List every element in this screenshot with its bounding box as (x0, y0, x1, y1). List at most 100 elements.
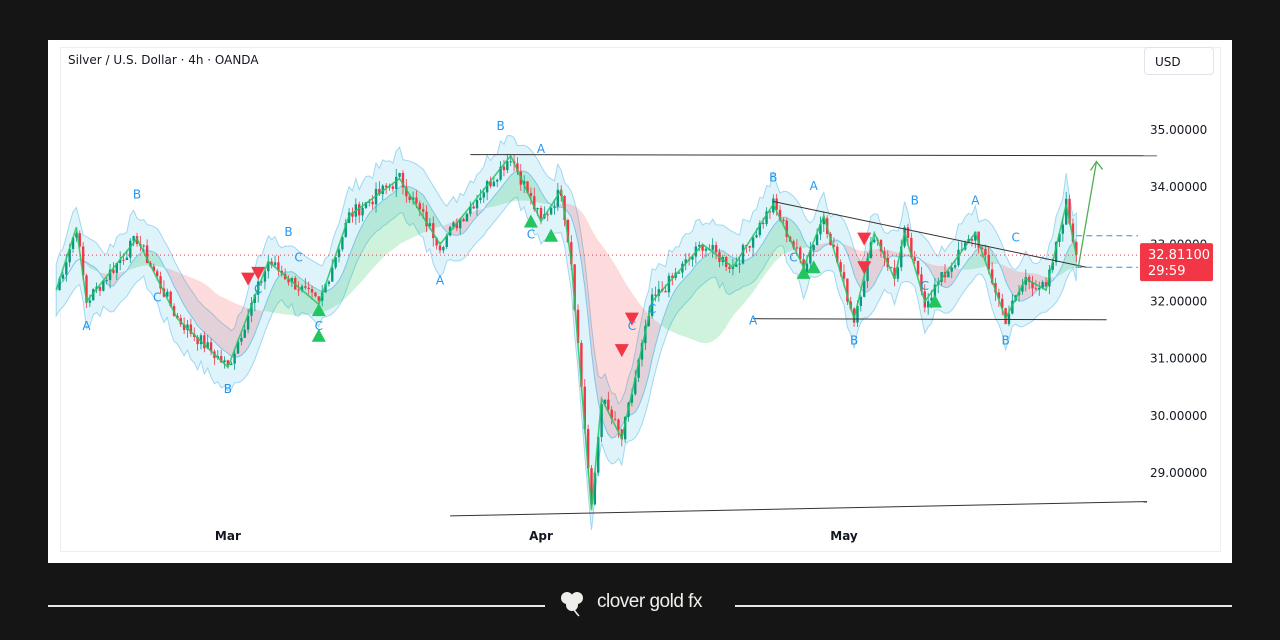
trend-cloud-segment (965, 259, 969, 270)
candle (401, 170, 405, 195)
trend-cloud-segment (1062, 254, 1067, 274)
candle (846, 278, 849, 306)
candle (1007, 305, 1011, 327)
candle (108, 263, 112, 289)
trend-cloud-segment (251, 308, 255, 342)
candle-body (459, 219, 462, 229)
candle-body (428, 223, 432, 227)
candle-body (182, 324, 186, 331)
candle (785, 218, 788, 243)
candle-body (108, 269, 112, 281)
trend-cloud-segment (359, 224, 363, 285)
candle-body (98, 286, 102, 291)
sell-signal-icon (857, 261, 872, 275)
candle-body (684, 259, 687, 264)
trend-cloud-segment (1008, 267, 1013, 294)
trend-cloud-segment (352, 238, 356, 292)
candle-body (1058, 233, 1061, 242)
candle-body (896, 267, 900, 279)
candle-body (617, 419, 620, 430)
candle-body (331, 267, 334, 282)
candle-body (92, 289, 95, 301)
trend-cloud-segment (342, 265, 346, 302)
candle-body (916, 260, 920, 275)
candle-body (199, 335, 203, 345)
candle-body (496, 179, 499, 182)
currency-button[interactable]: USD (1144, 47, 1214, 75)
trend-cloud-segment (487, 200, 491, 208)
candle-body (711, 244, 714, 250)
wave-label: C (921, 279, 929, 293)
trend-cloud-segment (436, 217, 440, 228)
candle-body (455, 222, 459, 229)
candle-body (465, 213, 469, 222)
candle-body (482, 192, 485, 198)
candle-body (1071, 223, 1075, 242)
trend-cloud-segment (137, 253, 141, 268)
candle-body (714, 244, 718, 253)
trend-cloud-segment (365, 213, 370, 277)
candle-body (590, 468, 593, 505)
candle (485, 179, 489, 201)
trend-cloud-segment (507, 175, 511, 203)
candle-body (317, 296, 320, 301)
candle (812, 244, 815, 257)
candle (395, 168, 398, 198)
trend-cloud-segment (850, 246, 855, 275)
candle-body (974, 231, 977, 241)
trend-cloud-segment (187, 276, 191, 316)
candle-body (832, 244, 836, 247)
candle (701, 243, 704, 258)
trend-cloud-segment (153, 252, 158, 267)
candle-body (223, 360, 226, 363)
candle-body (691, 256, 694, 260)
candle-body (866, 258, 869, 282)
candle-body (623, 416, 627, 440)
wave-label: C (315, 319, 323, 333)
candle-body (950, 267, 953, 272)
candle-body (1038, 288, 1041, 290)
candle (947, 270, 950, 278)
candle (684, 253, 687, 271)
trend-cloud-segment (739, 260, 743, 309)
candle-body (1031, 282, 1034, 289)
candle (428, 218, 432, 227)
candle (304, 278, 307, 290)
chart-panel: B C A B C C B C A B A C C C A B A C B B C A C B 35.00000 34.00000… (48, 40, 1232, 563)
candle-body (1024, 277, 1027, 285)
trend-cloud-segment (1012, 269, 1016, 299)
candle (610, 406, 613, 425)
buy-signal-icon (311, 328, 326, 342)
candle-body (273, 262, 277, 266)
current-price-value: 32.81100 (1148, 248, 1210, 263)
candle-body (563, 195, 566, 221)
candle-body (263, 271, 267, 282)
candle (250, 296, 253, 323)
trend-cloud-segment (200, 281, 205, 333)
candle (492, 177, 496, 187)
wave-label: B (1001, 333, 1009, 347)
candle-body (105, 280, 108, 282)
candle-body (125, 257, 129, 261)
wave-label: B (496, 119, 504, 133)
candle-body (159, 276, 162, 289)
candle-body (809, 250, 812, 264)
candle-body (893, 267, 896, 279)
candle-body (977, 231, 980, 248)
candle (166, 288, 169, 298)
trend-cloud-segment (268, 289, 272, 313)
wave-label: A (537, 142, 546, 156)
candle-body (1051, 262, 1054, 270)
candle-body (889, 267, 893, 269)
trend-cloud-segment (759, 242, 764, 282)
candle-body (438, 245, 442, 251)
trend-cloud-segment (729, 255, 733, 321)
candle-body (334, 257, 337, 268)
candle (314, 291, 317, 298)
price-chart[interactable]: BCABCCBCABACCCABACBBCACB35.0000034.00000… (48, 40, 1232, 563)
trend-cloud-segment (891, 250, 895, 257)
trend-cloud-segment (116, 272, 121, 282)
candle-body (122, 259, 125, 261)
sell-signal-icon (251, 266, 266, 280)
trend-cloud-segment (1035, 273, 1040, 292)
